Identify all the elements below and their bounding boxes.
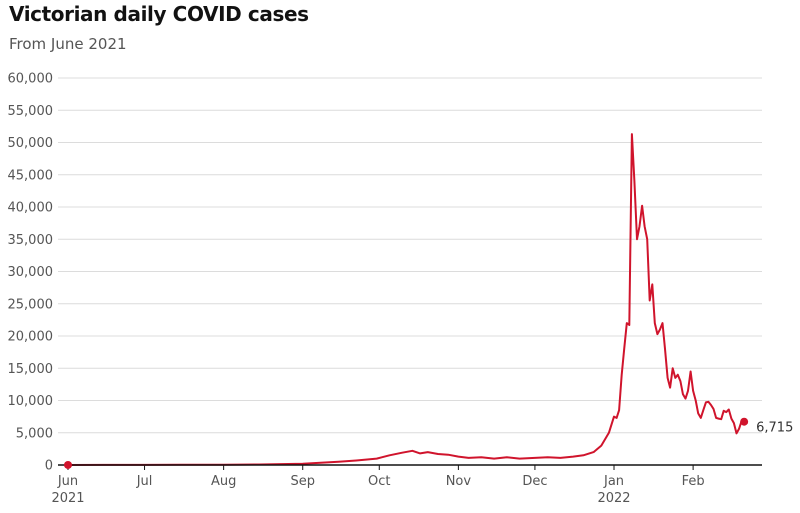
grid-lines [58,77,762,434]
x-tick-label: Feb [682,474,705,489]
y-tick-label: 15,000 [8,362,54,377]
x-tick-year-label: 2022 [597,491,630,506]
x-axis-ticks: Jun 2021 Jul Aug Sep Oct Nov Dec Jan 2022 Feb [51,465,705,506]
y-tick-label: 10,000 [8,394,54,409]
x-tick-label: Nov [446,474,472,489]
chart-subtitle: From June 2021 [9,35,127,53]
chart-title: Victorian daily COVID cases [9,2,309,26]
end-point-label: 6,715 [756,421,793,436]
y-tick-label: 60,000 [8,72,54,87]
y-tick-label: 45,000 [8,168,54,183]
y-tick-label: 55,000 [8,104,54,119]
end-point-marker [740,417,749,426]
x-tick-label: Jan [603,474,624,489]
x-tick-year-label: 2021 [51,491,84,506]
y-tick-label: 30,000 [8,265,54,280]
y-tick-label: 0 [45,459,53,474]
y-tick-label: 50,000 [8,136,54,151]
y-axis-ticks: 0 5,000 10,000 15,000 20,000 25,000 30,000 35,0… [8,72,54,474]
y-tick-label: 35,000 [8,233,54,248]
y-tick-label: 5,000 [16,426,53,441]
x-tick-label: Dec [522,474,547,489]
cases-line [67,133,746,466]
y-tick-label: 40,000 [8,201,54,216]
x-tick-label: Jul [136,474,153,489]
x-tick-label: Oct [368,474,390,489]
x-tick-label: Aug [211,474,236,489]
start-point-marker [64,460,72,469]
x-tick-label: Jun [57,474,78,489]
x-tick-label: Sep [290,474,315,489]
y-tick-label: 25,000 [8,297,54,312]
y-tick-label: 20,000 [8,330,54,345]
